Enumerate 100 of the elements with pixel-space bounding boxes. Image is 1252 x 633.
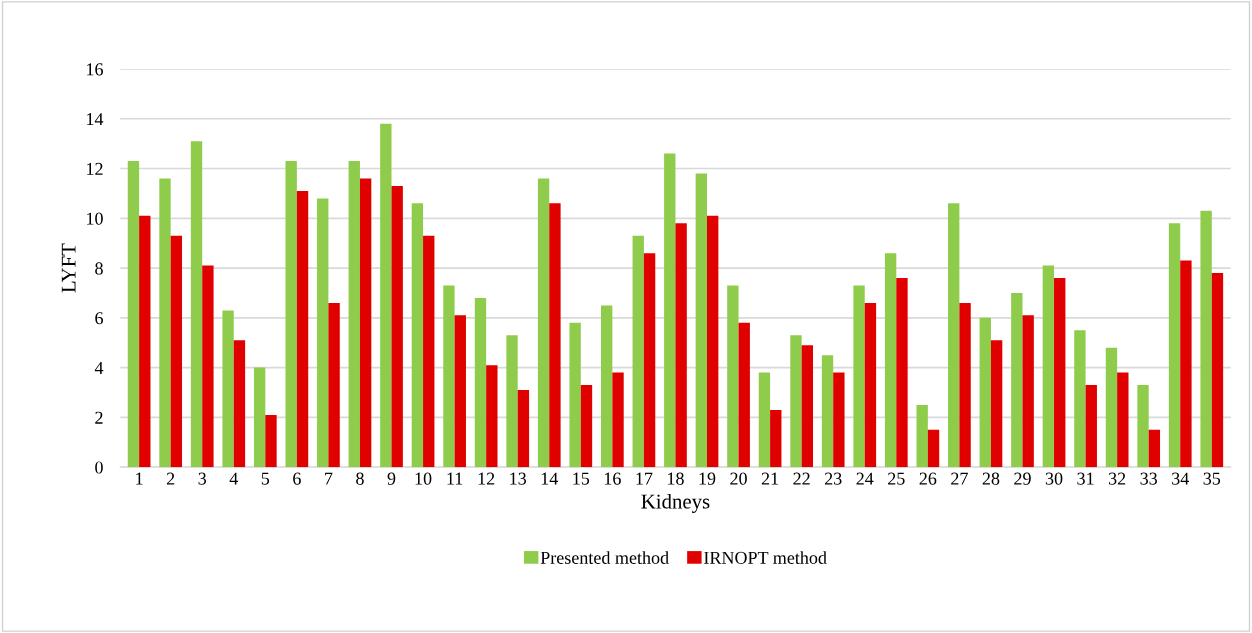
y-tick-label: 6 (95, 312, 103, 325)
x-tick-label: 32 (1108, 472, 1126, 485)
bar (801, 345, 814, 468)
bar (990, 340, 1003, 468)
x-tick-label: 4 (229, 472, 238, 485)
bar (1011, 292, 1023, 468)
bar (979, 317, 991, 468)
bar (612, 372, 624, 468)
x-tick-label: 33 (1140, 472, 1158, 485)
bar (517, 390, 530, 468)
bar (391, 185, 403, 468)
bar (770, 409, 782, 468)
legend-label: Presented method (540, 551, 669, 564)
bar (790, 335, 802, 468)
bar (474, 297, 487, 468)
bar (853, 285, 865, 468)
bar (948, 203, 960, 468)
x-tick-label: 17 (636, 472, 653, 485)
bar (1042, 265, 1055, 468)
bar (202, 265, 214, 468)
bar (1180, 260, 1192, 468)
x-tick-label: 9 (387, 472, 396, 485)
x-tick-label: 2 (166, 472, 175, 485)
bar (537, 178, 550, 468)
bar (1211, 273, 1224, 468)
x-tick-label: 3 (198, 472, 207, 485)
bar (695, 173, 707, 468)
bar (727, 285, 739, 468)
bar (959, 302, 971, 468)
x-tick-label: 27 (951, 472, 968, 485)
bar (1117, 372, 1129, 468)
x-tick-label: 30 (1045, 472, 1063, 485)
bar (127, 161, 140, 468)
x-tick-label: 5 (261, 472, 270, 485)
bar (927, 429, 940, 468)
bar (380, 123, 392, 468)
x-tick-label: 1 (136, 472, 143, 485)
x-tick-label: 15 (573, 472, 590, 485)
bar (222, 310, 234, 468)
bar (1148, 429, 1161, 468)
bar (707, 215, 719, 468)
x-tick-label: 10 (415, 472, 432, 485)
x-tick-label: 24 (856, 472, 874, 485)
bar (580, 385, 593, 468)
y-tick-label: 2 (95, 411, 103, 424)
bar (632, 235, 644, 468)
x-tick-label: 13 (510, 472, 527, 485)
x-tick-label: 29 (1014, 472, 1031, 485)
bar (758, 372, 771, 468)
x-tick-label: 20 (730, 472, 747, 485)
bar (1085, 385, 1097, 468)
bar (296, 190, 309, 468)
bar (1054, 278, 1066, 468)
bar (738, 322, 750, 468)
x-tick-label: 23 (824, 472, 842, 485)
x-tick-label: 34 (1172, 472, 1189, 485)
x-tick-label: 16 (604, 472, 621, 485)
bar (1168, 223, 1181, 468)
bar (443, 285, 455, 468)
bar (1074, 330, 1086, 468)
x-tick-label: 21 (761, 472, 779, 485)
y-tick-label: 14 (87, 113, 104, 126)
bar (170, 235, 183, 468)
y-tick-label: 0 (95, 461, 103, 474)
bar (896, 278, 908, 468)
bar (1105, 347, 1118, 468)
x-tick-label: 8 (356, 472, 364, 485)
y-tick-label: 12 (87, 162, 103, 175)
bar (285, 161, 297, 468)
bar (411, 203, 424, 468)
bar (643, 253, 656, 468)
x-tick-label: 26 (919, 472, 937, 485)
bar (1200, 210, 1212, 468)
bar (159, 178, 171, 468)
legend-label: IRNOPT method (704, 551, 827, 564)
bar (317, 198, 329, 468)
x-tick-label: 19 (699, 472, 716, 485)
bar (139, 215, 151, 468)
bar (253, 367, 266, 468)
y-tick-label: 8 (95, 262, 103, 275)
bar (233, 340, 246, 468)
bar (675, 223, 687, 468)
bar (569, 322, 581, 468)
bar (454, 315, 466, 468)
x-tick-label: 18 (668, 472, 684, 485)
bar (664, 153, 676, 468)
bar (423, 235, 435, 468)
bar (265, 414, 277, 468)
bar (916, 404, 928, 468)
y-tick-label: 4 (94, 361, 104, 374)
x-tick-label: 31 (1077, 472, 1094, 485)
bar (506, 335, 518, 468)
x-tick-label: 6 (293, 472, 301, 485)
bar (1137, 385, 1149, 468)
x-axis-title: Kidneys (641, 493, 710, 513)
bar (549, 203, 561, 468)
x-tick-label: 12 (478, 472, 495, 485)
bar (601, 305, 613, 468)
x-tick-label: 28 (982, 472, 1000, 485)
bar (833, 372, 845, 468)
